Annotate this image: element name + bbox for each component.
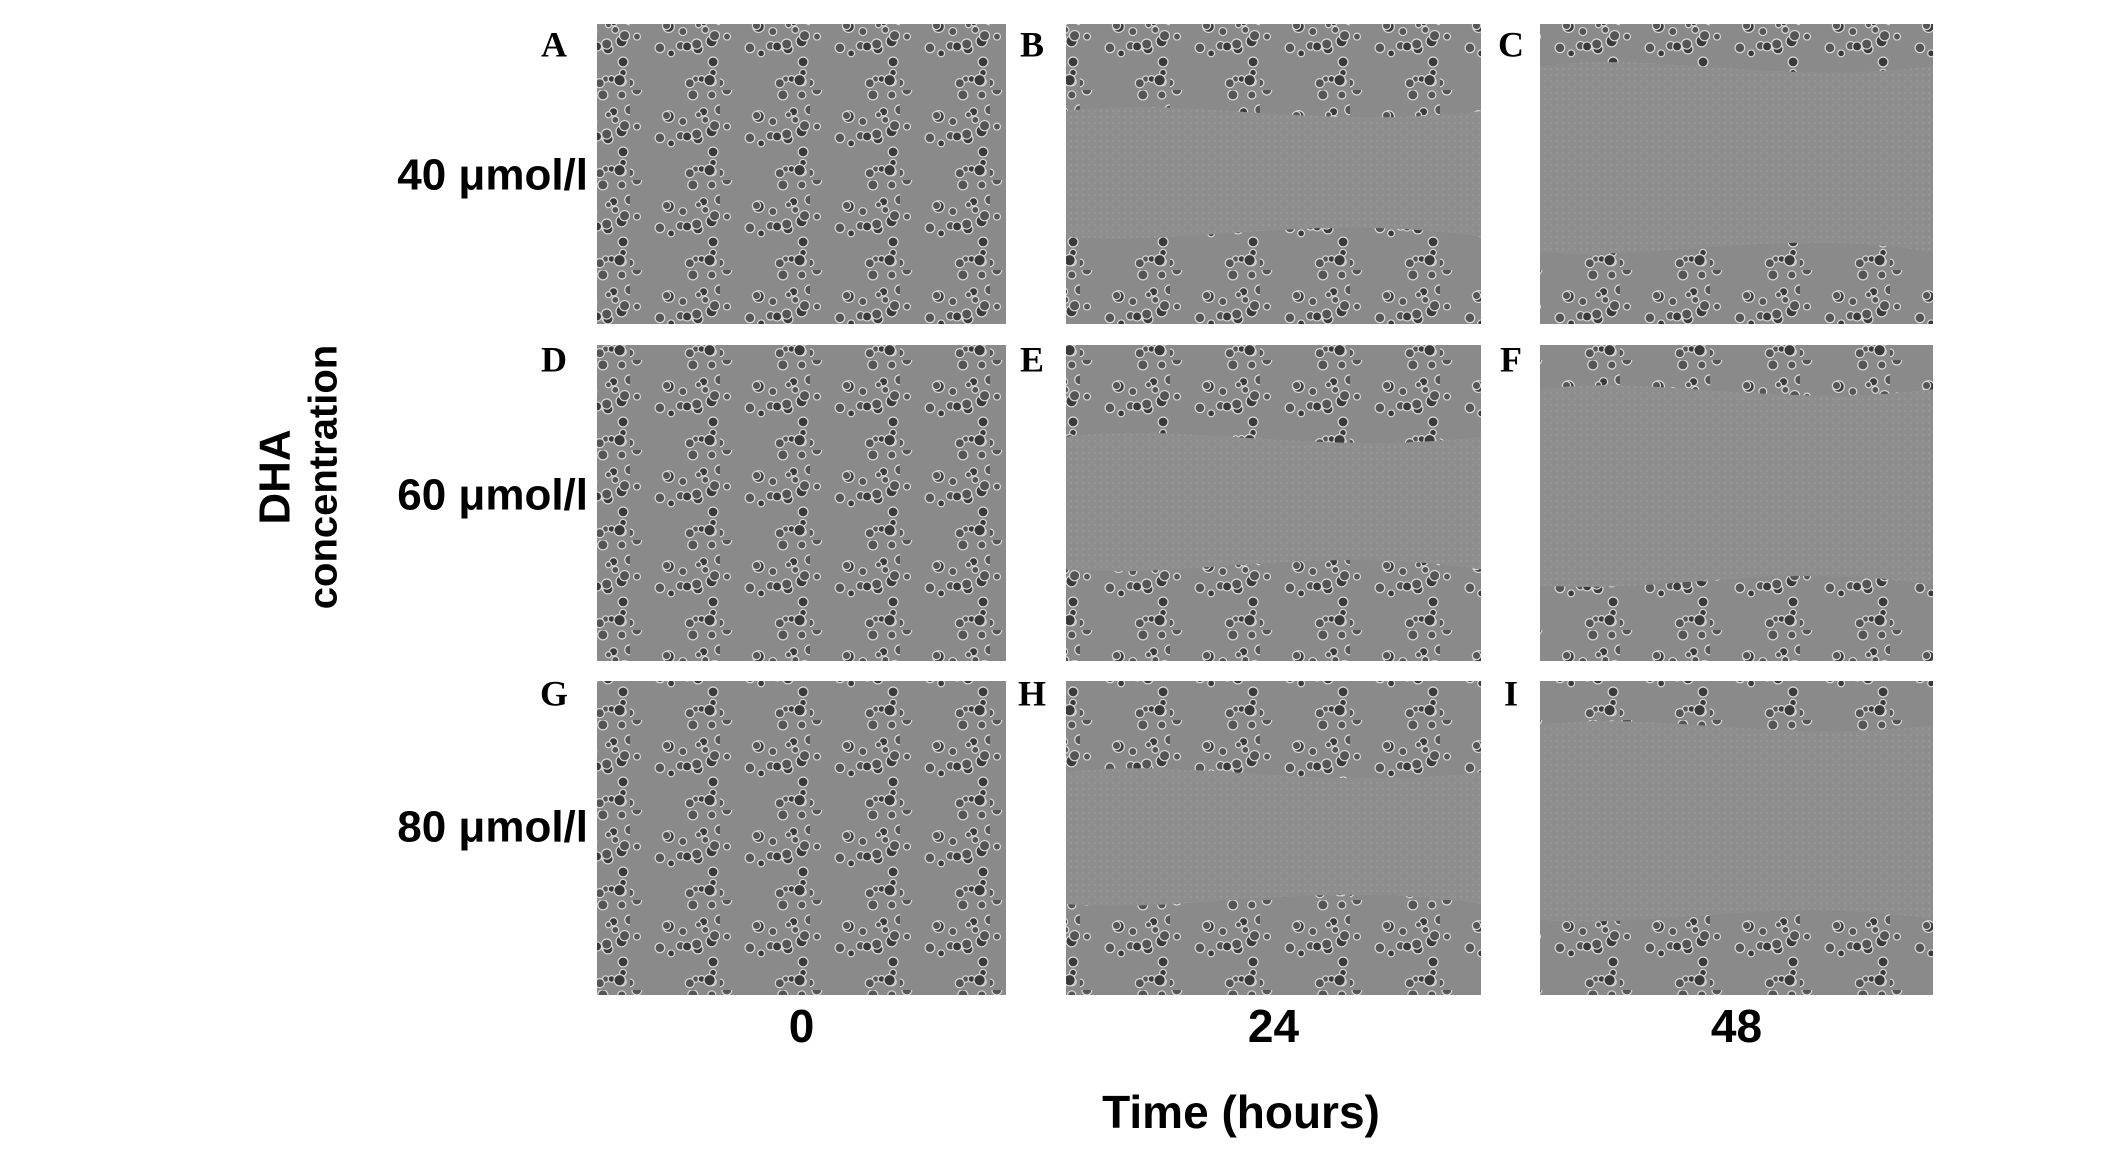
panel-label: G (540, 673, 568, 713)
row-label: 60 μmol/l (397, 471, 588, 520)
panel-label: H (1018, 673, 1046, 713)
micrograph (597, 681, 1006, 995)
panel-label: B (1020, 24, 1044, 64)
column-label: 48 (1711, 1000, 1762, 1052)
panel-label: A (541, 24, 567, 64)
panel-label: I (1504, 673, 1518, 713)
wound-gap (1066, 107, 1481, 239)
y-axis-title: DHA (251, 429, 300, 524)
row-label: 40 μmol/l (397, 151, 588, 200)
panel-label: E (1020, 339, 1044, 379)
column-label: 24 (1248, 1000, 1300, 1052)
wound-gap (1066, 432, 1481, 572)
x-axis-title: Time (hours) (1102, 1086, 1380, 1138)
panel-label: C (1498, 24, 1524, 64)
wound-gap (1540, 385, 1933, 588)
column-label: 0 (789, 1000, 815, 1052)
micrograph (597, 345, 1006, 661)
panel-label: F (1500, 339, 1522, 379)
wound-gap (1540, 721, 1933, 922)
row-label: 80 μmol/l (397, 803, 588, 852)
panel-label: D (541, 339, 567, 379)
wound-gap (1066, 768, 1481, 906)
wound-gap (1540, 62, 1933, 254)
y-axis-title: concentration (302, 345, 346, 609)
micrograph (597, 24, 1006, 324)
